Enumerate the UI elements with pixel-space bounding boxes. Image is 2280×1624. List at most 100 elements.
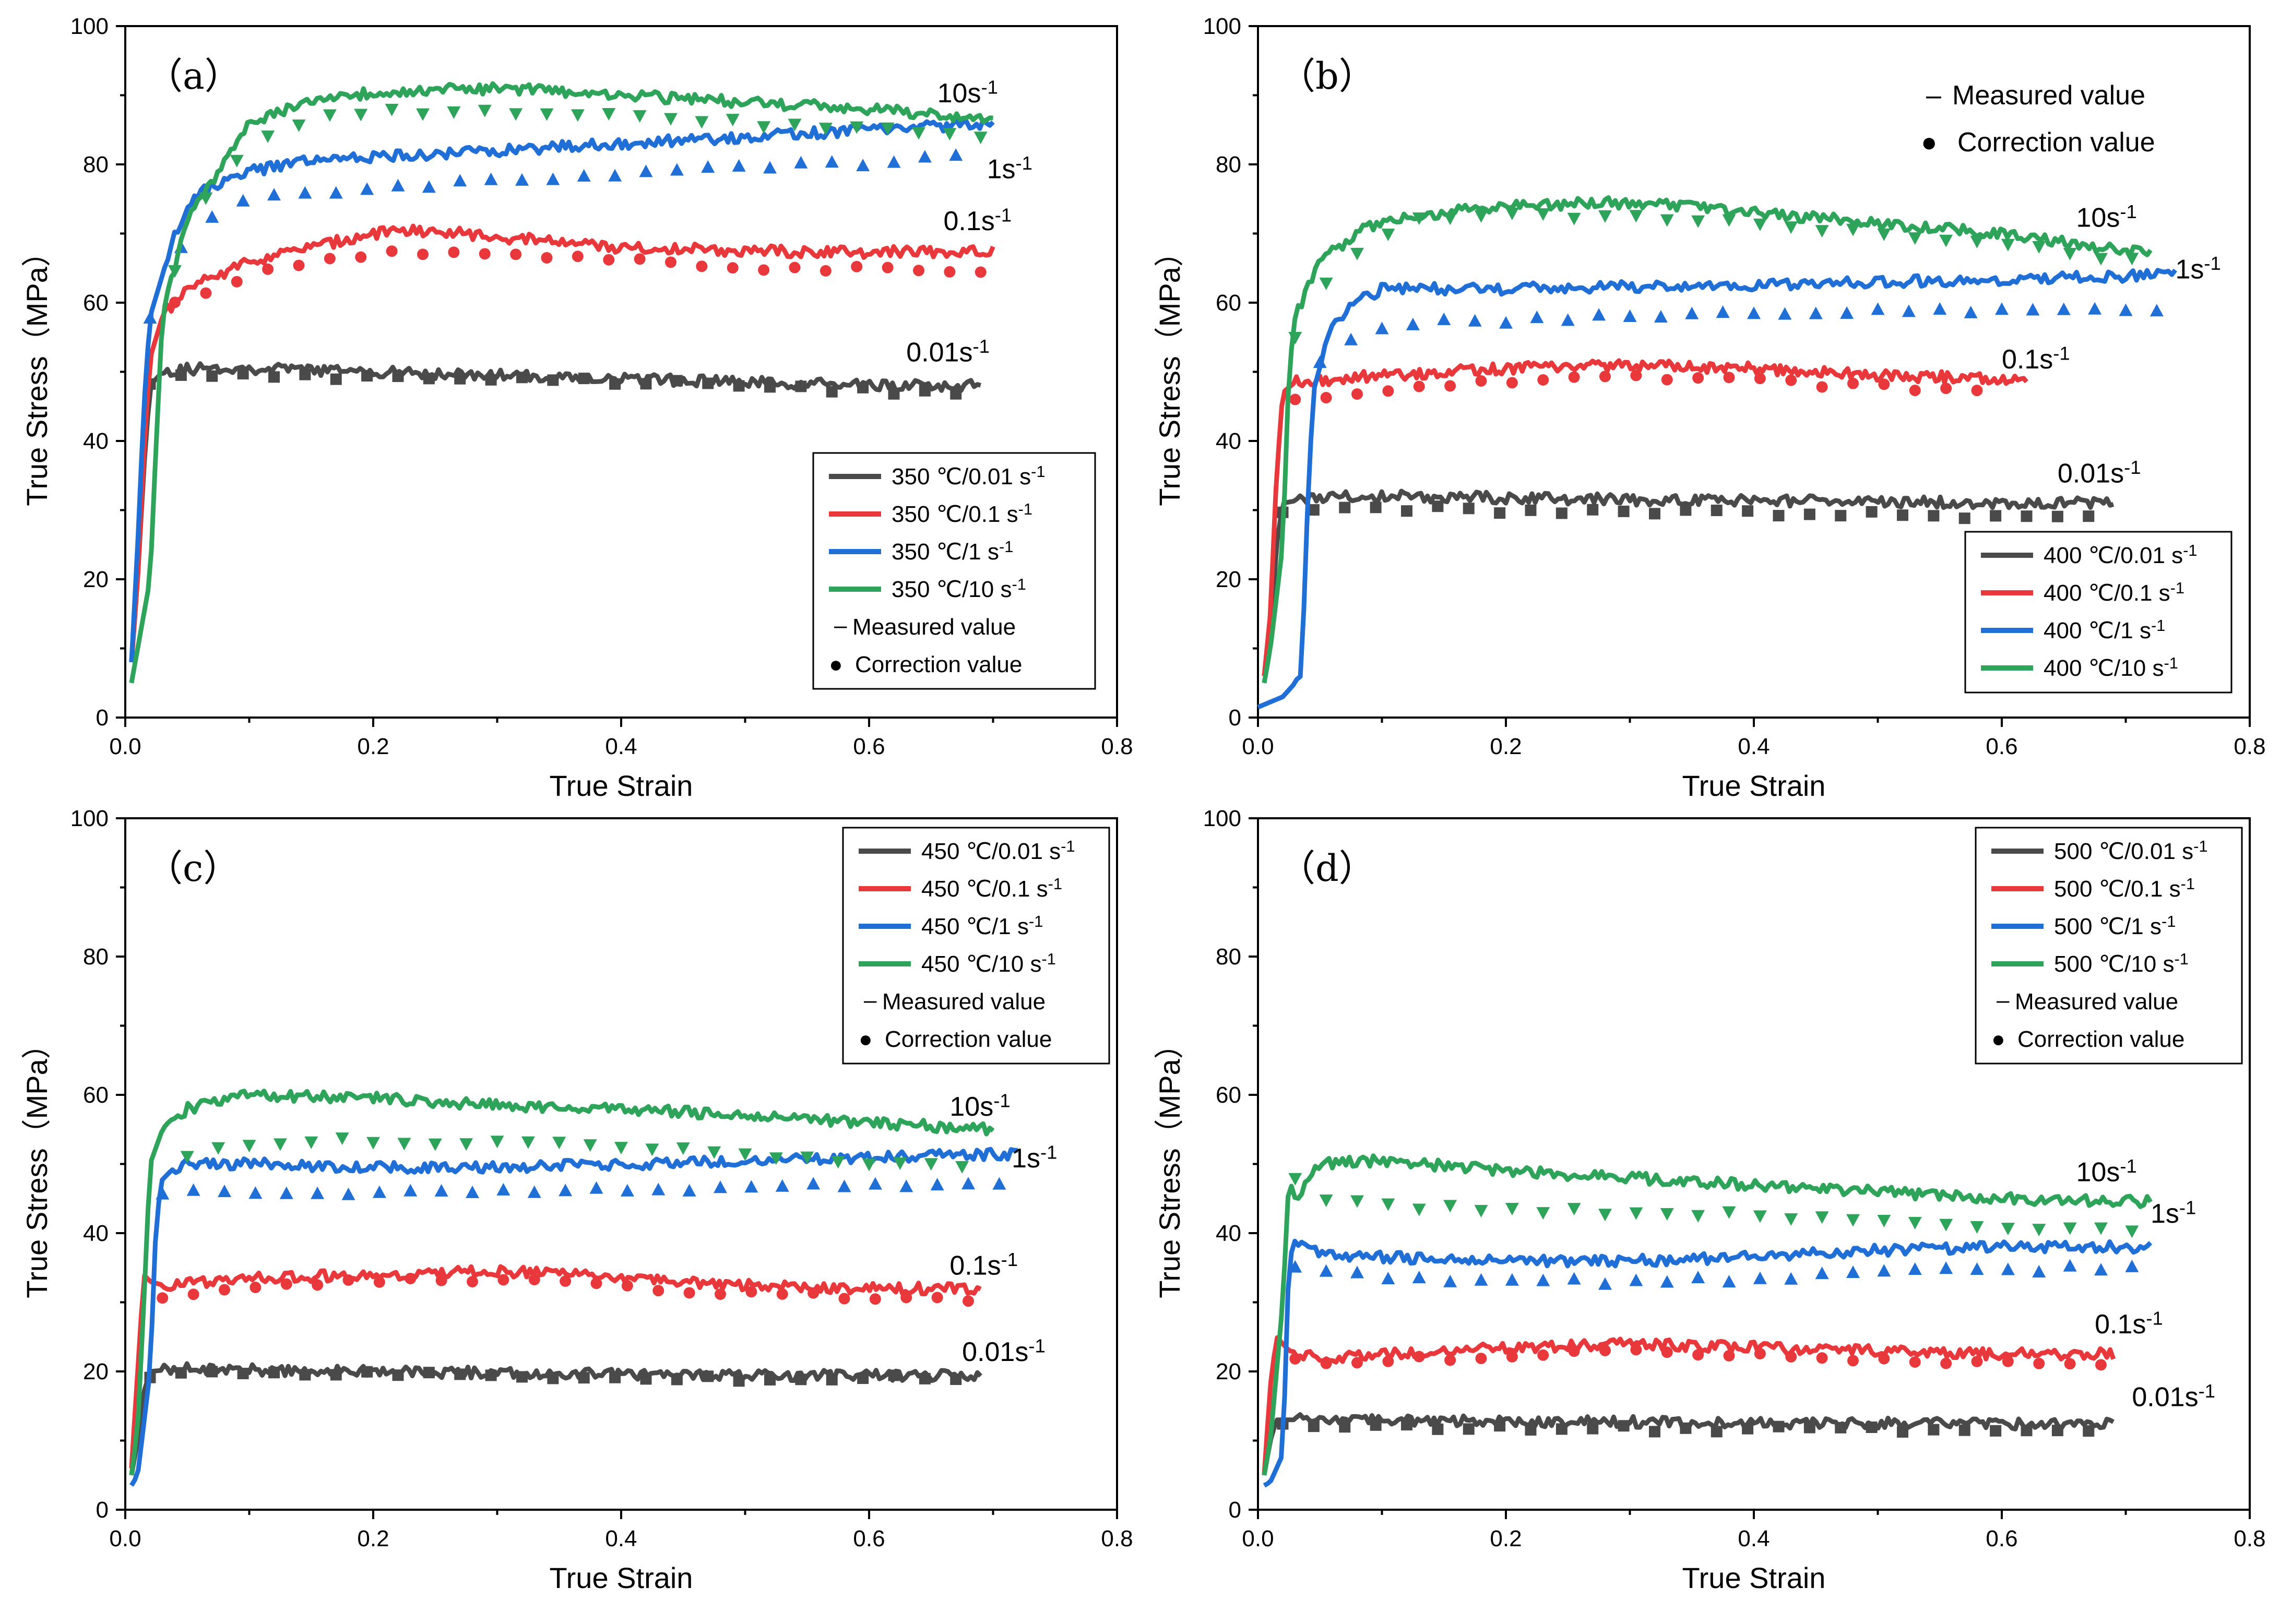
legend-label-0.1: 450 ℃/0.1 s-1 <box>921 875 1062 902</box>
correction-marker-10 <box>273 1138 287 1151</box>
correction-marker-1 <box>961 1177 975 1190</box>
correction-marker-0.1 <box>448 246 460 258</box>
correction-marker-10 <box>1753 218 1767 231</box>
correction-marker-1 <box>1964 305 1978 318</box>
correction-marker-0.01 <box>1308 1420 1320 1432</box>
correction-marker-1 <box>546 172 560 185</box>
correction-marker-0.01 <box>516 372 528 384</box>
legend-measured-label: Measured value <box>2015 989 2178 1014</box>
correction-marker-0.1 <box>1475 375 1487 387</box>
correction-marker-10 <box>1939 1219 1953 1232</box>
correction-marker-10 <box>323 109 337 122</box>
correction-marker-1 <box>156 1187 170 1200</box>
correction-marker-0.1 <box>1661 1346 1673 1358</box>
legend-label-0.01: 350 ℃/0.01 s-1 <box>892 462 1046 489</box>
correction-marker-10 <box>1567 1203 1581 1216</box>
correction-marker-10 <box>366 1137 380 1150</box>
correction-marker-10 <box>738 1148 752 1161</box>
correction-marker-0.01 <box>1308 504 1320 516</box>
correction-marker-0.1 <box>312 1279 324 1291</box>
correction-marker-10 <box>428 1138 442 1151</box>
measured-line-1 <box>129 1147 1018 1487</box>
legend-label-0.1: 350 ℃/0.1 s-1 <box>892 500 1032 527</box>
correction-marker-0.01 <box>206 1366 218 1378</box>
correction-marker-0.01 <box>702 377 714 389</box>
correction-marker-0.01 <box>702 1370 714 1382</box>
correction-marker-0.01 <box>268 1367 280 1379</box>
correction-marker-10 <box>881 122 895 135</box>
correction-marker-1 <box>2063 1259 2077 1272</box>
correction-marker-0.01 <box>2083 1425 2095 1437</box>
correction-marker-10 <box>1846 223 1860 236</box>
correction-marker-1 <box>1623 309 1637 323</box>
correction-marker-1 <box>992 1177 1006 1190</box>
correction-marker-0.1 <box>1692 1349 1704 1361</box>
correction-marker-0.1 <box>231 276 243 288</box>
correction-marker-0.01 <box>1990 1425 2002 1437</box>
correction-marker-10 <box>2032 1224 2046 1237</box>
y-tick-label: 80 <box>1216 152 1241 177</box>
correction-marker-0.01 <box>206 370 218 382</box>
x-tick-label: 0.2 <box>1490 734 1522 759</box>
correction-marker-0.1 <box>1723 1350 1735 1362</box>
measured-line-0.1 <box>129 223 995 663</box>
correction-marker-1 <box>329 186 343 199</box>
correction-marker-1 <box>311 1186 325 1199</box>
correction-marker-0.1 <box>758 264 770 276</box>
correction-marker-1 <box>360 182 374 195</box>
correction-marker-0.01 <box>547 1372 559 1384</box>
correction-marker-1 <box>341 1187 355 1200</box>
x-tick-label: 0.0 <box>1242 1526 1274 1551</box>
y-tick-label: 0 <box>1229 1497 1241 1523</box>
correction-marker-1 <box>186 1183 200 1196</box>
correction-marker-10 <box>2001 1223 2015 1236</box>
correction-marker-0.1 <box>1754 373 1766 385</box>
legend: 350 ℃/0.01 s-1 350 ℃/0.1 s-1 350 ℃/1 s-1 35… <box>812 452 1096 690</box>
correction-marker-0.1 <box>975 266 987 278</box>
y-tick-label: 60 <box>83 1082 109 1108</box>
correction-marker-1 <box>1319 1264 1333 1277</box>
correction-marker-0.01 <box>1555 1423 1568 1435</box>
correction-marker-1 <box>918 150 932 163</box>
y-axis-title: True Stress（MPa） <box>1153 1030 1186 1298</box>
legend-label-1: 450 ℃/1 s-1 <box>921 912 1043 939</box>
curve-label-10: 10s-1 <box>949 1090 1010 1121</box>
legend-label-1: 500 ℃/1 s-1 <box>2054 912 2176 939</box>
correction-marker-10 <box>800 1151 814 1164</box>
correction-marker-0.1 <box>1506 1351 1518 1363</box>
correction-marker-0.1 <box>913 265 924 277</box>
correction-marker-1 <box>732 159 746 172</box>
correction-marker-10 <box>664 113 678 126</box>
correction-marker-0.01 <box>454 373 466 385</box>
y-tick-label: 20 <box>1216 1359 1241 1384</box>
correction-marker-10 <box>769 1152 783 1165</box>
y-tick-label: 60 <box>1216 1082 1241 1108</box>
correction-marker-1 <box>1933 302 1947 315</box>
correction-marker-1 <box>1660 1275 1674 1288</box>
correction-marker-10 <box>385 103 399 116</box>
top-legend: – Measured value ● Correction value <box>1921 80 2155 158</box>
correction-marker-0.1 <box>157 1292 169 1304</box>
correction-marker-0.1 <box>789 261 801 273</box>
correction-marker-0.01 <box>1866 1421 1878 1433</box>
correction-marker-1 <box>1753 1271 1767 1284</box>
correction-marker-0.01 <box>1618 505 1630 517</box>
correction-marker-0.1 <box>851 260 863 272</box>
correction-marker-0.1 <box>1413 1351 1425 1363</box>
correction-marker-1 <box>1685 306 1699 319</box>
legend-correction-label: Correction value <box>885 1026 1052 1052</box>
correction-marker-0.1 <box>435 1274 447 1286</box>
top-legend-measured: Measured value <box>1952 80 2145 111</box>
series-1: 1s-1 <box>129 117 1032 663</box>
correction-marker-0.01 <box>1866 506 1878 518</box>
correction-marker-10 <box>354 109 368 122</box>
correction-marker-0.01 <box>1773 510 1785 522</box>
correction-marker-10 <box>211 1142 225 1155</box>
y-tick-label: 0 <box>96 1497 109 1523</box>
legend-label-10: 400 ℃/10 s-1 <box>2044 654 2178 681</box>
correction-marker-1 <box>515 173 529 186</box>
curve-label-0.1: 0.1s-1 <box>2002 342 2070 374</box>
correction-marker-0.01 <box>1680 1422 1692 1434</box>
correction-marker-1 <box>453 174 467 187</box>
y-tick-label: 20 <box>83 1359 109 1384</box>
